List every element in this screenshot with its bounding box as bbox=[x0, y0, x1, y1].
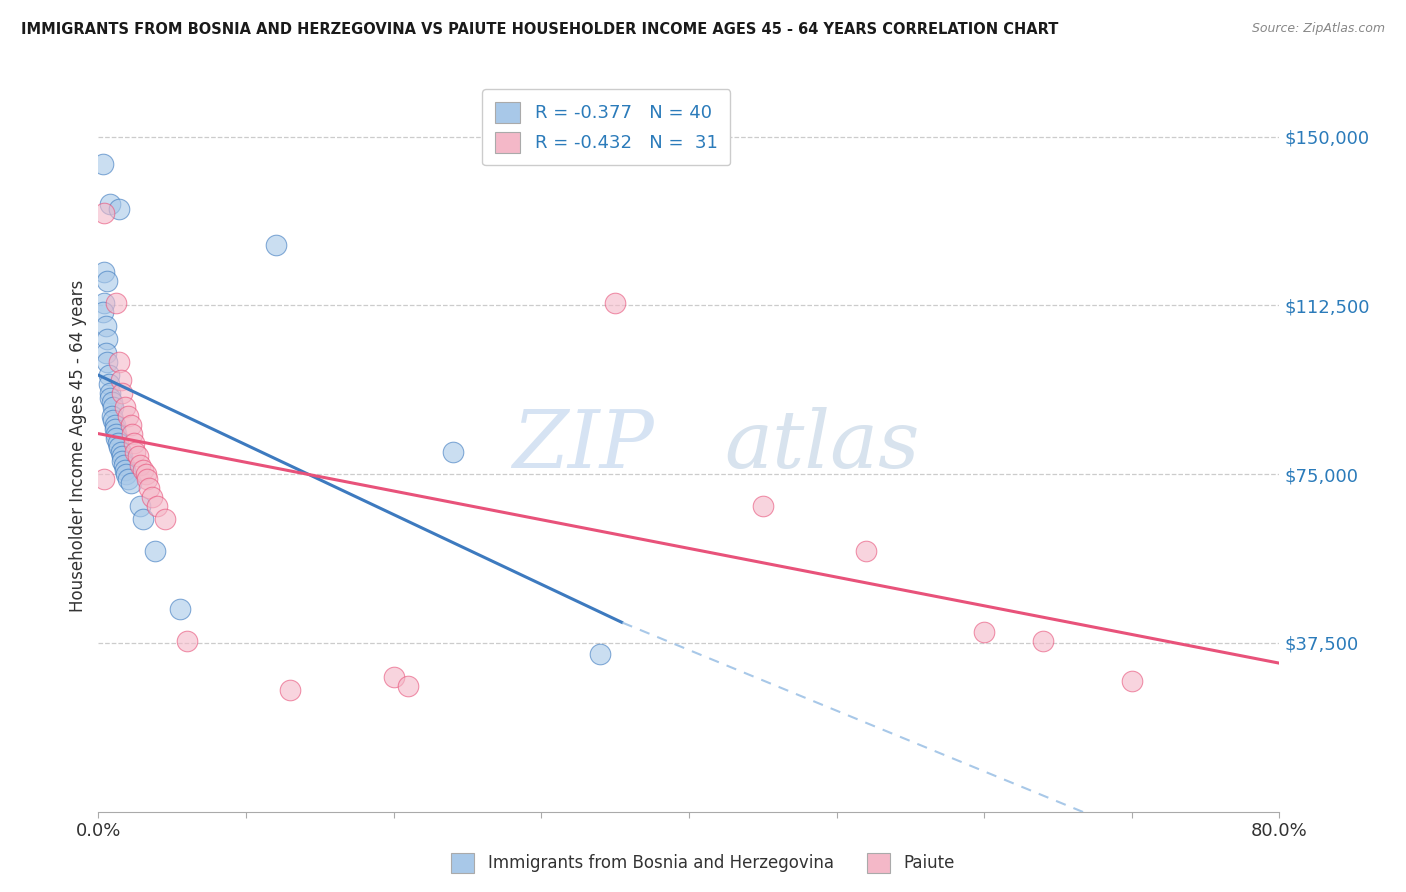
Point bbox=[96, 354, 118, 368]
Point bbox=[105, 431, 128, 445]
Point bbox=[98, 386, 121, 401]
Point bbox=[114, 400, 136, 414]
Point bbox=[176, 633, 198, 648]
Point bbox=[752, 499, 775, 513]
Point bbox=[111, 449, 134, 463]
Point bbox=[146, 499, 169, 513]
Point bbox=[264, 237, 287, 252]
Point bbox=[117, 472, 139, 486]
Point bbox=[108, 354, 131, 368]
Point bbox=[973, 624, 995, 639]
Y-axis label: Householder Income Ages 45 - 64 years: Householder Income Ages 45 - 64 years bbox=[69, 280, 87, 612]
Point bbox=[94, 345, 117, 359]
Point bbox=[111, 453, 134, 467]
Point bbox=[135, 467, 157, 482]
Legend: R = -0.377   N = 40, R = -0.432   N =  31: R = -0.377 N = 40, R = -0.432 N = 31 bbox=[482, 89, 730, 165]
Text: Source: ZipAtlas.com: Source: ZipAtlas.com bbox=[1251, 22, 1385, 36]
Point bbox=[91, 156, 114, 170]
Point bbox=[104, 422, 127, 436]
Point bbox=[138, 481, 160, 495]
Point bbox=[100, 409, 122, 423]
Point bbox=[114, 462, 136, 476]
Point bbox=[112, 458, 135, 472]
Point bbox=[441, 444, 464, 458]
Point bbox=[105, 296, 128, 310]
Point bbox=[121, 426, 143, 441]
Point bbox=[110, 373, 132, 387]
Point bbox=[111, 386, 134, 401]
Point bbox=[132, 462, 155, 476]
Point bbox=[124, 444, 146, 458]
Point bbox=[153, 512, 176, 526]
Point bbox=[120, 476, 142, 491]
Point bbox=[94, 318, 117, 333]
Point bbox=[143, 543, 166, 558]
Point bbox=[93, 296, 115, 310]
Point bbox=[97, 368, 120, 383]
Point bbox=[97, 377, 120, 392]
Point bbox=[382, 670, 405, 684]
Point bbox=[110, 444, 132, 458]
Text: atlas: atlas bbox=[724, 408, 920, 484]
Point bbox=[98, 391, 121, 405]
Point bbox=[127, 449, 149, 463]
Point bbox=[605, 296, 627, 310]
Point bbox=[91, 305, 114, 319]
Point bbox=[280, 683, 302, 698]
Point bbox=[141, 490, 163, 504]
Point bbox=[398, 679, 420, 693]
Point bbox=[589, 647, 612, 661]
Legend: Immigrants from Bosnia and Herzegovina, Paiute: Immigrants from Bosnia and Herzegovina, … bbox=[444, 847, 962, 880]
Text: IMMIGRANTS FROM BOSNIA AND HERZEGOVINA VS PAIUTE HOUSEHOLDER INCOME AGES 45 - 64: IMMIGRANTS FROM BOSNIA AND HERZEGOVINA V… bbox=[21, 22, 1059, 37]
Point bbox=[105, 426, 128, 441]
Point bbox=[93, 264, 115, 278]
Point bbox=[98, 197, 121, 211]
Point bbox=[117, 409, 139, 423]
Point bbox=[100, 395, 122, 409]
Point bbox=[132, 512, 155, 526]
Point bbox=[93, 472, 115, 486]
Point bbox=[169, 602, 191, 616]
Point bbox=[128, 458, 150, 472]
Point bbox=[108, 440, 131, 454]
Point bbox=[1121, 674, 1143, 689]
Point bbox=[1032, 633, 1054, 648]
Point bbox=[120, 417, 142, 432]
Point bbox=[96, 274, 118, 288]
Point bbox=[136, 472, 159, 486]
Point bbox=[128, 499, 150, 513]
Point bbox=[108, 202, 131, 216]
Text: ZIP: ZIP bbox=[512, 408, 654, 484]
Point bbox=[103, 413, 125, 427]
Point bbox=[122, 435, 145, 450]
Point bbox=[107, 435, 129, 450]
Point bbox=[104, 417, 127, 432]
Point bbox=[96, 332, 118, 346]
Point bbox=[855, 543, 877, 558]
Point bbox=[103, 400, 125, 414]
Point bbox=[115, 467, 138, 482]
Point bbox=[93, 206, 115, 220]
